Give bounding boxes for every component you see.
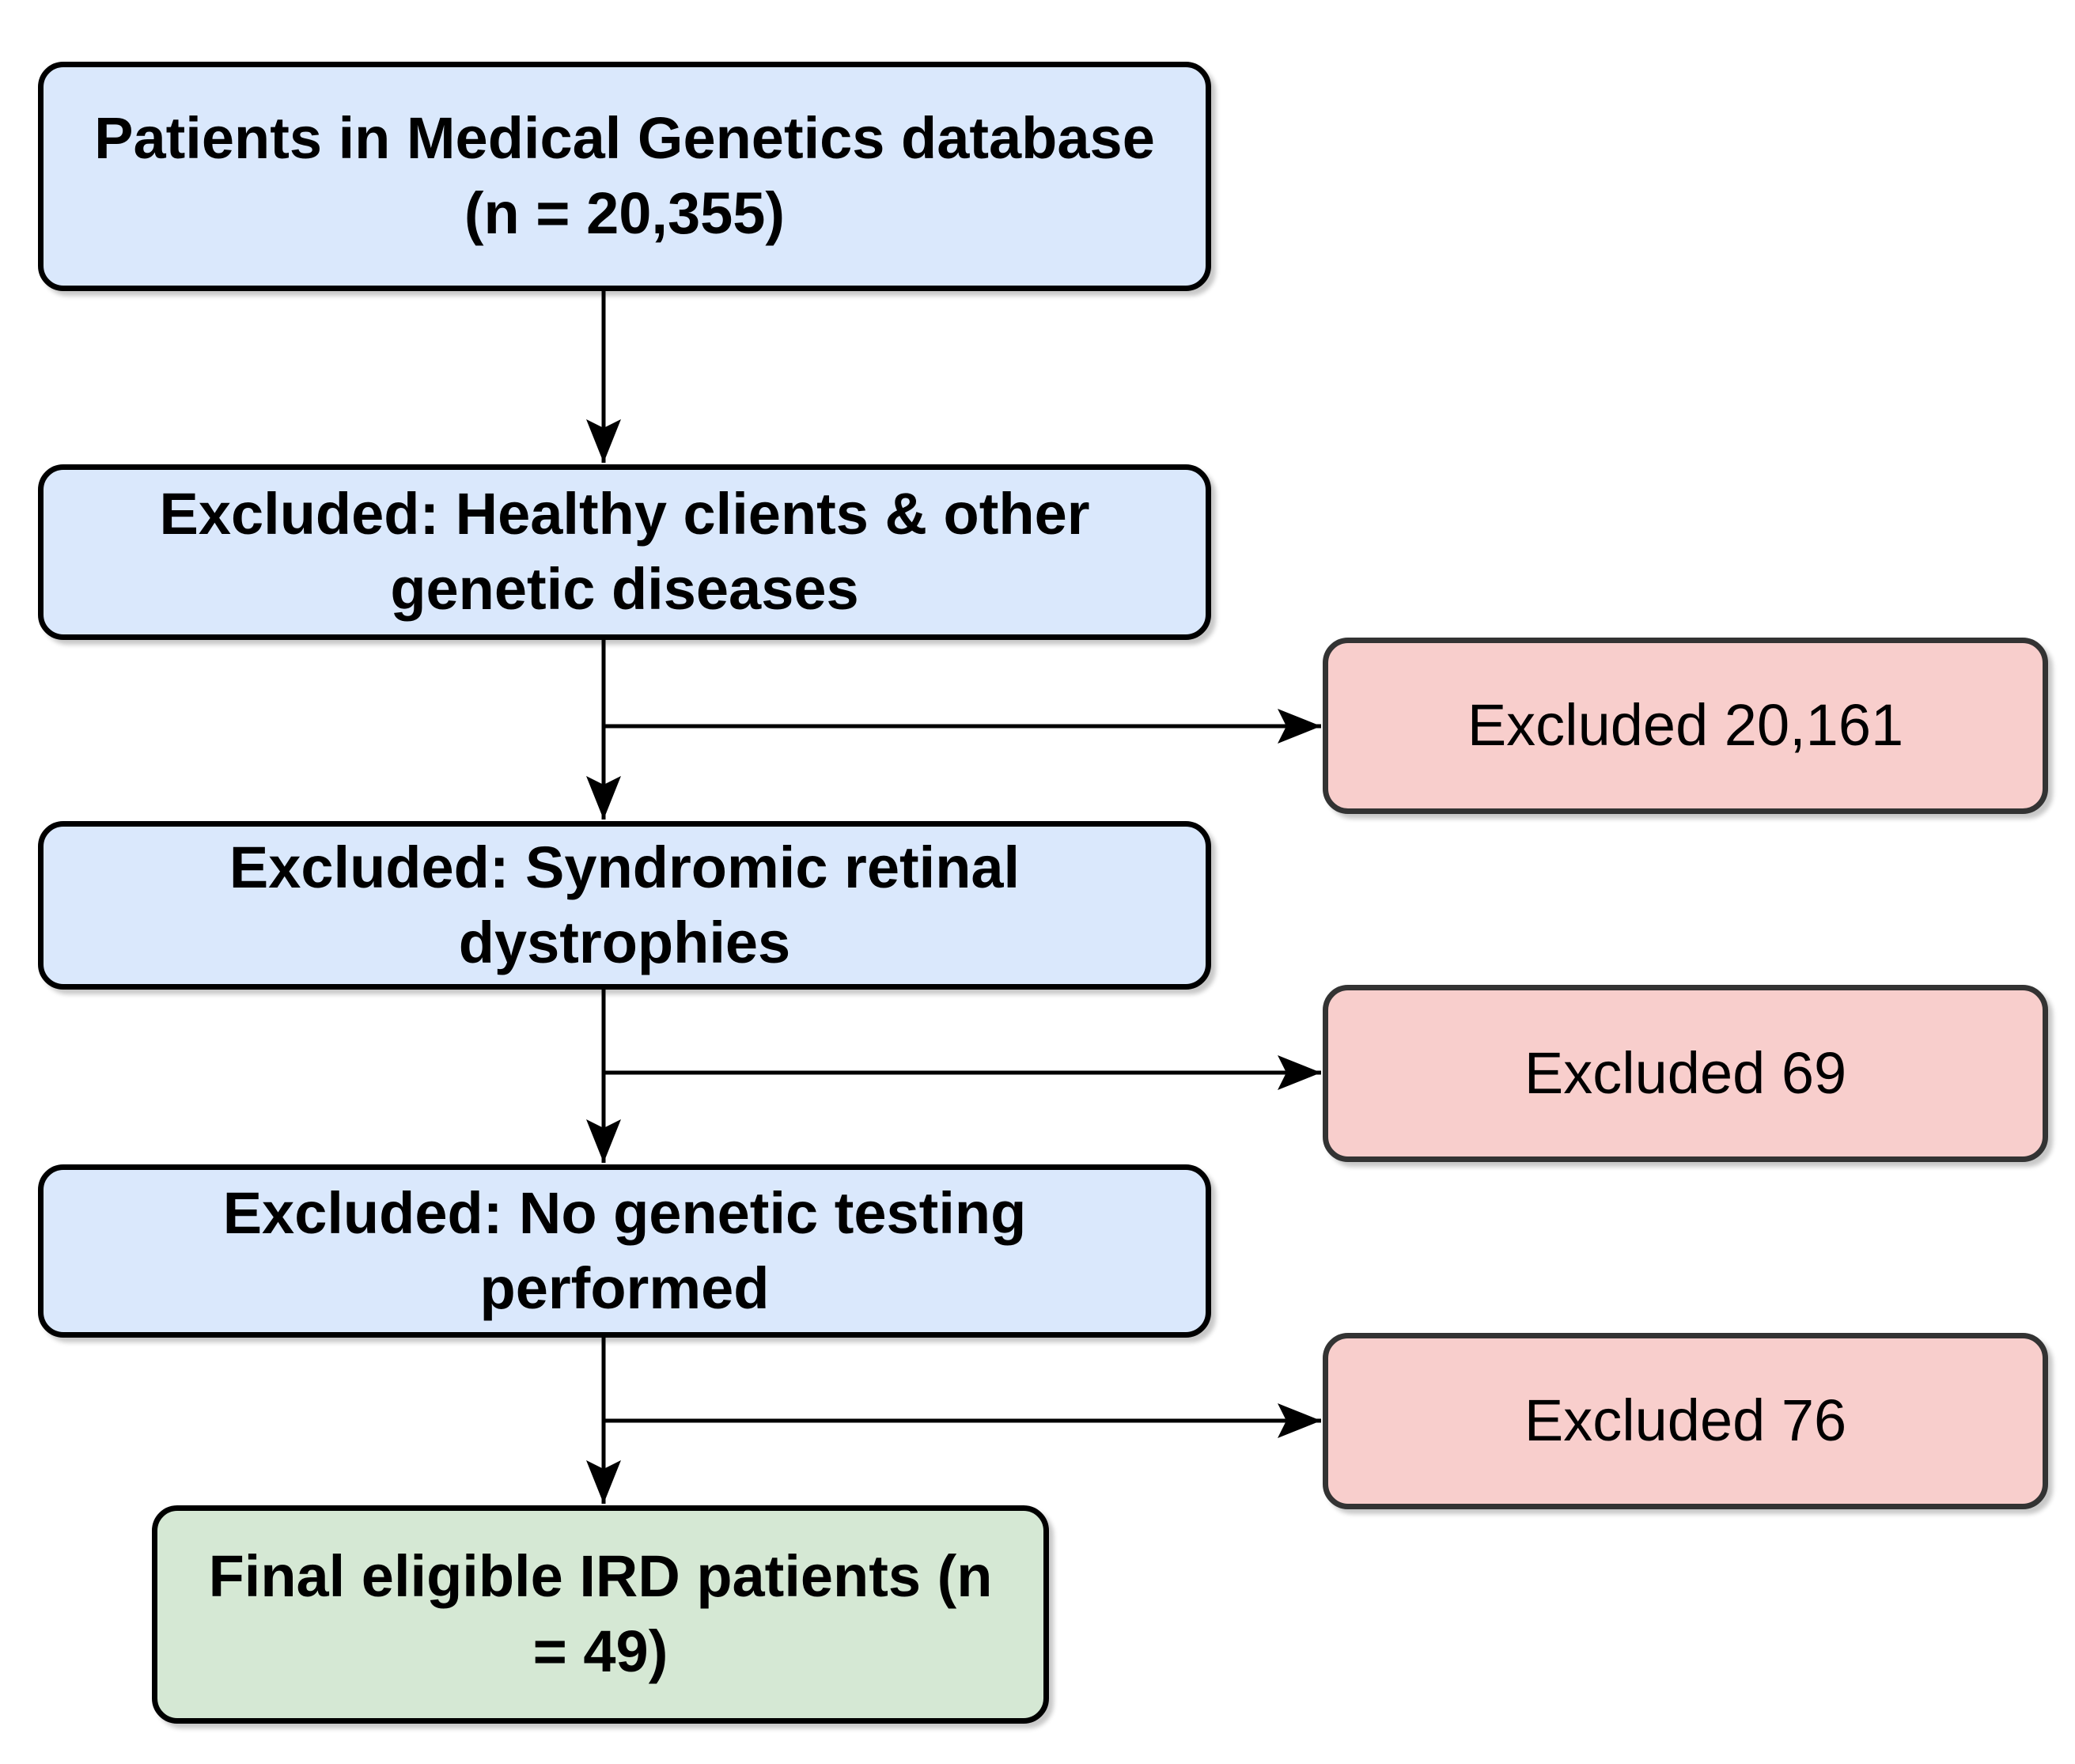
count-box-excluded-69-label: Excluded 69 [1524,1039,1847,1106]
count-box-excluded-20161: Excluded 20,161 [1323,638,2048,814]
flow-box-excluded-healthy-line1: Excluded: Healthy clients & other [159,481,1090,547]
count-box-excluded-69: Excluded 69 [1323,985,2048,1162]
flow-box-database-line1: Patients in Medical Genetics database [94,105,1155,172]
flow-box-excluded-no-testing: Excluded: No genetic testing performed [38,1164,1211,1338]
count-box-excluded-76: Excluded 76 [1323,1333,2048,1509]
flow-box-excluded-no-testing-line1: Excluded: No genetic testing [222,1179,1027,1246]
flow-box-excluded-no-testing-line2: performed [479,1255,770,1321]
flow-box-final-eligible: Final eligible IRD patients (n = 49) [152,1505,1049,1724]
flow-box-final-eligible-line1: Final eligible IRD patients (n [208,1543,993,1610]
flow-box-excluded-syndromic-line1: Excluded: Syndromic retinal [229,834,1020,900]
flow-box-excluded-healthy: Excluded: Healthy clients & other geneti… [38,464,1211,640]
flow-box-excluded-syndromic: Excluded: Syndromic retinal dystrophies [38,821,1211,990]
count-box-excluded-76-label: Excluded 76 [1524,1387,1847,1454]
flow-box-excluded-syndromic-line2: dystrophies [458,909,791,975]
flow-box-final-eligible-line2: = 49) [532,1618,668,1684]
flow-box-excluded-healthy-line2: genetic diseases [390,556,859,622]
flow-box-database: Patients in Medical Genetics database (n… [38,62,1211,291]
count-box-excluded-20161-label: Excluded 20,161 [1467,692,1904,759]
flow-box-database-line2: (n = 20,355) [464,180,786,246]
